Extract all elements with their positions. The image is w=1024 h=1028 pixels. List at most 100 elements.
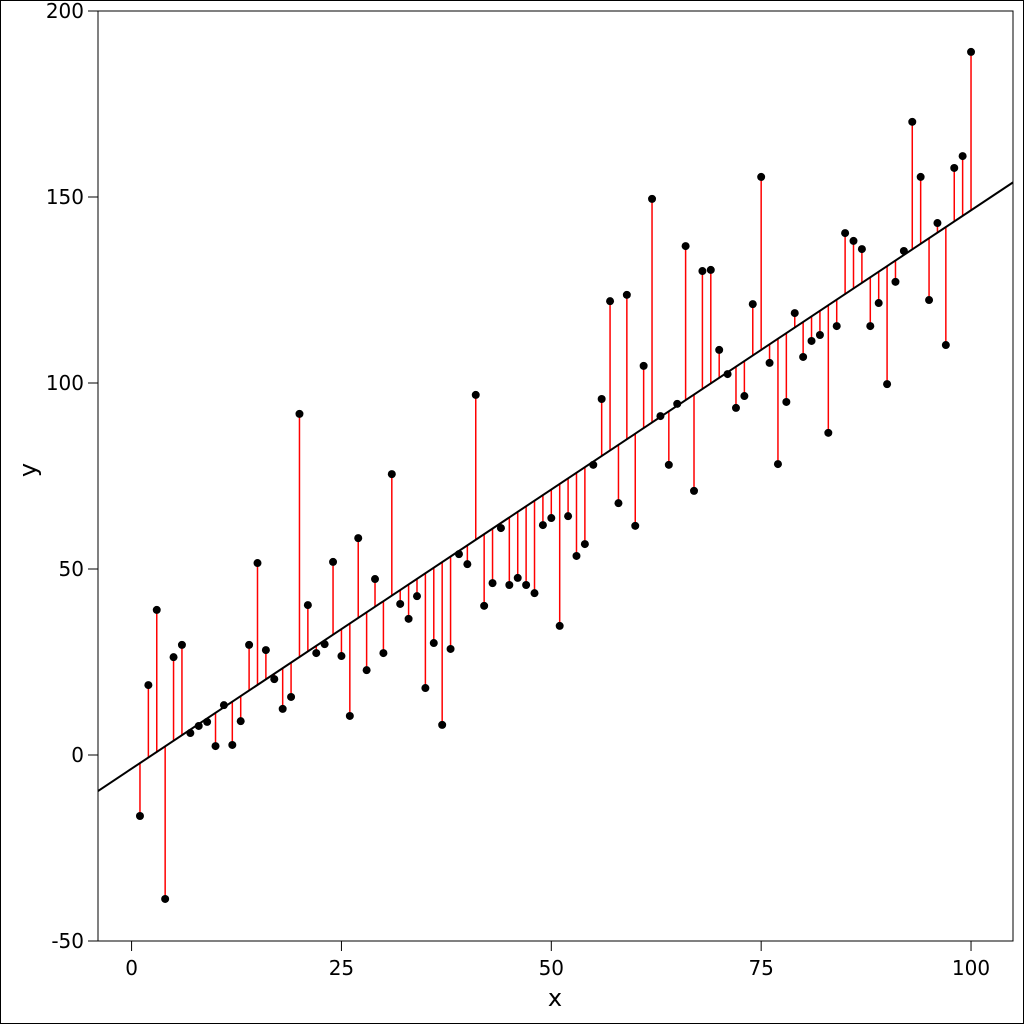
point: [387, 470, 396, 479]
point: [866, 322, 875, 331]
point: [908, 117, 917, 126]
point: [362, 666, 371, 675]
point: [967, 47, 976, 56]
point: [371, 575, 380, 584]
y-axis-label: y: [14, 463, 42, 477]
point: [396, 599, 405, 608]
point: [681, 242, 690, 251]
point: [245, 640, 254, 649]
point: [513, 573, 522, 582]
point: [765, 358, 774, 367]
point: [631, 521, 640, 530]
point: [740, 392, 749, 401]
point: [622, 290, 631, 299]
x-tick-label: 25: [329, 956, 354, 980]
point: [463, 560, 472, 569]
point: [706, 265, 715, 274]
point: [690, 486, 699, 495]
point: [580, 540, 589, 549]
point: [169, 653, 178, 662]
point: [253, 559, 262, 568]
point: [916, 172, 925, 181]
point: [194, 721, 203, 730]
point: [606, 297, 615, 306]
point: [345, 711, 354, 720]
point: [421, 684, 430, 693]
point: [303, 601, 312, 610]
y-tick-label: 200: [46, 0, 84, 23]
point: [454, 550, 463, 559]
point: [773, 460, 782, 469]
point: [933, 219, 942, 228]
point: [152, 605, 161, 614]
point: [203, 717, 212, 726]
point: [883, 380, 892, 389]
point: [841, 229, 850, 238]
regression-line: [98, 181, 1013, 792]
point: [572, 551, 581, 560]
point: [958, 152, 967, 161]
point: [857, 245, 866, 254]
point: [496, 524, 505, 533]
point: [530, 589, 539, 598]
point: [723, 370, 732, 379]
point: [379, 649, 388, 658]
point: [488, 579, 497, 588]
point: [807, 336, 816, 345]
point: [446, 644, 455, 653]
point: [412, 592, 421, 601]
point: [614, 499, 623, 508]
point: [664, 460, 673, 469]
point: [471, 390, 480, 399]
point: [337, 652, 346, 661]
point: [429, 639, 438, 648]
point: [135, 812, 144, 821]
y-tick-label: 100: [46, 371, 84, 395]
point: [228, 740, 237, 749]
point: [790, 309, 799, 318]
point: [219, 701, 228, 710]
point: [731, 403, 740, 412]
point: [270, 675, 279, 684]
point: [144, 681, 153, 690]
point: [538, 521, 547, 530]
point: [555, 621, 564, 630]
point: [354, 534, 363, 543]
point: [329, 557, 338, 566]
point: [815, 331, 824, 340]
point: [656, 412, 665, 421]
x-tick-label: 100: [952, 956, 990, 980]
y-tick-label: 150: [46, 185, 84, 209]
x-axis-label: x: [548, 984, 562, 1012]
point: [522, 580, 531, 589]
point: [925, 296, 934, 305]
point: [211, 742, 220, 751]
point: [950, 163, 959, 172]
point: [648, 194, 657, 203]
point: [597, 394, 606, 403]
point: [547, 514, 556, 523]
point: [287, 692, 296, 701]
point: [824, 428, 833, 437]
point: [874, 299, 883, 308]
point: [639, 361, 648, 370]
point: [404, 614, 413, 623]
point: [941, 341, 950, 350]
x-tick-label: 50: [539, 956, 564, 980]
point: [505, 580, 514, 589]
point: [278, 704, 287, 713]
x-tick-label: 75: [748, 956, 773, 980]
point: [715, 345, 724, 354]
y-tick-label: 50: [59, 557, 84, 581]
point: [186, 729, 195, 738]
point: [589, 460, 598, 469]
point: [891, 277, 900, 286]
point: [480, 601, 489, 610]
x-tick-label: 0: [125, 956, 138, 980]
point: [757, 172, 766, 181]
plot-frame: [97, 10, 1014, 942]
point: [799, 352, 808, 361]
